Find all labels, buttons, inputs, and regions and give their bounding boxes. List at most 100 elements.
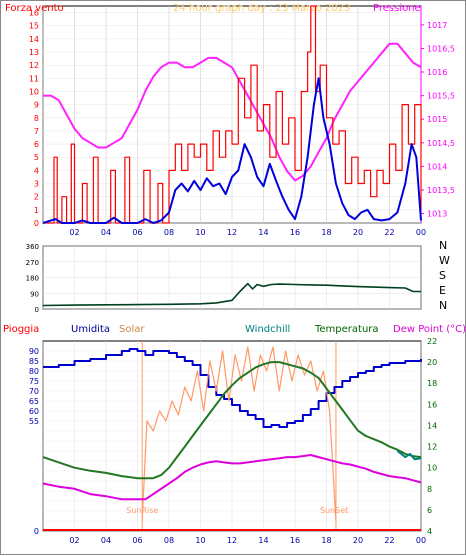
solar-line <box>141 346 337 522</box>
pressure-right-tick: 1016,5 <box>427 44 455 53</box>
wind-x-tick: 18 <box>321 228 331 237</box>
pressure-right-tick: 1013,5 <box>427 186 455 195</box>
humidity-tick: 80 <box>29 367 39 376</box>
humidity-line <box>43 348 422 428</box>
compass-letter: W <box>439 254 450 267</box>
wind-left-tick: 14 <box>29 35 39 44</box>
wind-x-tick: 02 <box>69 228 79 237</box>
direction-line <box>42 282 421 307</box>
humidity-tick: 65 <box>29 397 39 406</box>
pressure-right-tick: 1013 <box>427 210 447 219</box>
temp-x-tick: 16 <box>290 536 300 545</box>
wind-x-tick: 16 <box>290 228 300 237</box>
temperature-tick: 20 <box>427 358 437 367</box>
temp-x-tick: 06 <box>132 536 142 545</box>
direction-tick: 0 <box>35 306 39 314</box>
direction-tick: 180 <box>26 275 39 283</box>
direction-tick: 270 <box>26 259 39 267</box>
temperature-tick: 18 <box>427 379 437 388</box>
pressure-right-tick: 1014 <box>427 162 447 171</box>
humidity-tick: 55 <box>29 417 39 426</box>
wind-left-tick: 0 <box>34 219 39 228</box>
temp-legend-label: Pioggia <box>3 324 39 335</box>
temp-legend-label: Temperatura <box>314 324 379 335</box>
direction-tick: 360 <box>26 243 39 251</box>
temp-x-tick: 14 <box>258 536 268 545</box>
pressure-right-tick: 1017 <box>427 21 447 30</box>
wind-left-tick: 11 <box>29 74 39 83</box>
wind-left-tick: 2 <box>34 193 39 202</box>
pressure-right-tick: 1016 <box>427 68 447 77</box>
windchill-line <box>396 450 422 461</box>
temperature-tick: 6 <box>427 506 432 515</box>
wind-x-tick: 06 <box>132 228 142 237</box>
temperature-tick: 10 <box>427 464 437 473</box>
wind-x-tick: 00 <box>416 228 426 237</box>
temperature-tick: 22 <box>427 337 437 346</box>
compass-letter: S <box>439 269 446 282</box>
pressure-right-tick: 1015,5 <box>427 92 455 101</box>
wind-left-tick: 1 <box>34 206 39 215</box>
temp-x-tick: 10 <box>195 536 205 545</box>
wind-header-left: Forza vento <box>5 3 64 14</box>
temperature-tick: 8 <box>427 485 432 494</box>
temperature-line <box>42 361 422 480</box>
temperature-tick: 14 <box>427 421 437 430</box>
wind-x-tick: 08 <box>164 228 174 237</box>
temperature-tick: 16 <box>427 400 437 409</box>
temp-x-tick: 02 <box>69 536 79 545</box>
gust-line <box>43 5 422 224</box>
humidity-tick: 90 <box>29 347 39 356</box>
humidity-tick: 75 <box>29 377 39 386</box>
temp-x-tick: 04 <box>101 536 111 545</box>
temp-legend-label: Dew Point (°C) <box>393 324 466 335</box>
direction-tick: 90 <box>30 290 39 298</box>
compass-letter: E <box>439 284 446 297</box>
compass-letter: N <box>439 299 447 312</box>
temperature-tick: 4 <box>427 527 432 536</box>
humidity-tick: 85 <box>29 357 39 366</box>
wind-left-tick: 13 <box>29 48 39 57</box>
temp-legend-label: Solar <box>119 324 145 335</box>
pressure-right-tick: 1014,5 <box>427 139 455 148</box>
wind-left-tick: 16 <box>29 9 39 18</box>
wind-average-line <box>42 77 422 224</box>
humidity-tick: 0 <box>34 527 39 536</box>
wind-header-center: 24 hour graph day : 23 Marzo 2023 <box>173 3 350 14</box>
wind-left-tick: 4 <box>34 166 39 175</box>
wind-left-tick: 10 <box>29 87 39 96</box>
temperature-tick: 12 <box>427 443 437 452</box>
wind-x-tick: 22 <box>384 228 394 237</box>
wind-left-tick: 12 <box>29 61 39 70</box>
wind-x-tick: 12 <box>227 228 237 237</box>
pressure-line <box>43 42 422 182</box>
temp-legend-label: Windchill <box>245 324 290 335</box>
temp-x-tick: 08 <box>164 536 174 545</box>
temp-x-tick: 20 <box>353 536 363 545</box>
wind-x-tick: 10 <box>195 228 205 237</box>
wind-x-tick: 04 <box>101 228 111 237</box>
wind-left-tick: 8 <box>34 114 39 123</box>
temp-x-tick: 00 <box>416 536 426 545</box>
temp-x-tick: 18 <box>321 536 331 545</box>
wind-x-tick: 14 <box>258 228 268 237</box>
temp-legend-label: Umidita <box>71 324 110 335</box>
wind-left-tick: 5 <box>34 153 39 162</box>
wind-left-tick: 3 <box>34 180 39 189</box>
dewpoint-line <box>42 454 422 501</box>
sun-marker-label: SunSet <box>320 506 348 515</box>
wind-left-tick: 7 <box>34 127 39 136</box>
wind-left-tick: 9 <box>34 101 39 110</box>
humidity-tick: 60 <box>29 407 39 416</box>
pressure-right-tick: 1015 <box>427 115 447 124</box>
wind-left-tick: 15 <box>29 22 39 31</box>
humidity-tick: 70 <box>29 387 39 396</box>
compass-letter: N <box>439 239 447 252</box>
temp-x-tick: 22 <box>384 536 394 545</box>
wind-header-right: Pressione <box>373 3 421 14</box>
wind-x-tick: 20 <box>353 228 363 237</box>
wind-left-tick: 6 <box>34 140 39 149</box>
temp-x-tick: 12 <box>227 536 237 545</box>
